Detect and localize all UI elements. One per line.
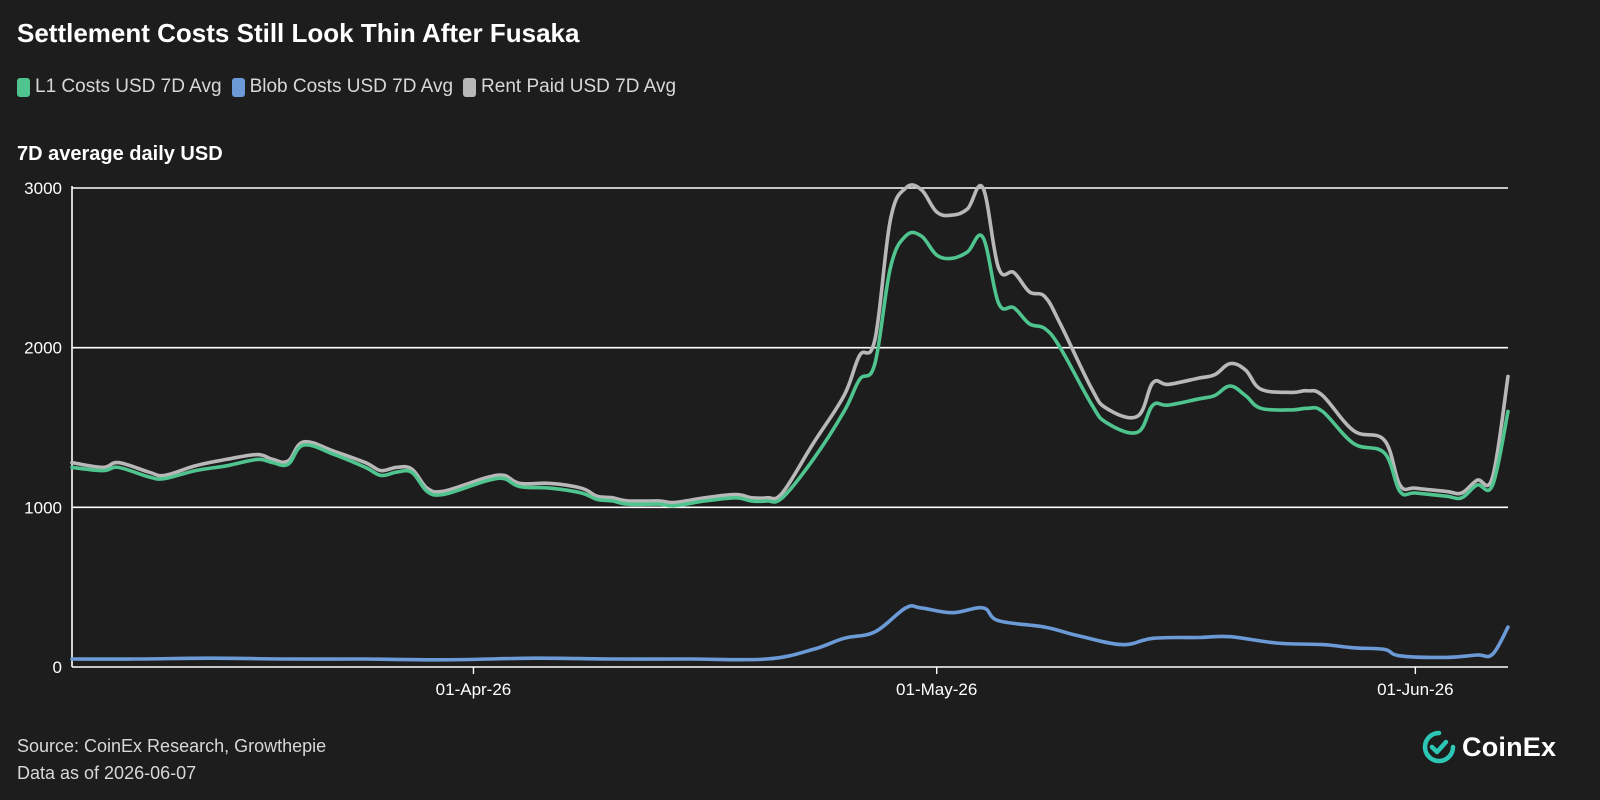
series-line-rent-paid	[70, 183, 1510, 505]
source-note: Source: CoinEx Research, Growthepie Data…	[17, 733, 326, 787]
legend-item-l1-costs: L1 Costs USD 7D Avg	[17, 76, 222, 98]
source-text: Source: CoinEx Research, Growthepie	[17, 736, 327, 756]
x-tick-label-0: 01-Apr-26	[436, 680, 512, 699]
legend-item-rent-paid: Rent Paid USD 7D Avg	[463, 76, 676, 98]
legend-item-blob-costs: Blob Costs USD 7D Avg	[231, 76, 454, 98]
y-tick-label-3000: 3000	[24, 179, 62, 198]
y-axis-label: 7D average daily USD	[17, 143, 223, 165]
series-line-l1-costs	[70, 230, 1510, 508]
legend-label-blob-costs: Blob Costs USD 7D Avg	[249, 76, 454, 97]
logo-text: CoinEx	[1462, 731, 1557, 762]
y-tick-label-1000: 1000	[24, 498, 62, 517]
y-tick-label-2000: 2000	[24, 339, 62, 358]
series-line-blob-costs	[70, 604, 1510, 662]
x-tick-label-1: 01-May-26	[896, 680, 977, 699]
legend: L1 Costs USD 7D Avg Blob Costs USD 7D Av…	[17, 76, 676, 98]
legend-swatch-l1-costs	[17, 77, 30, 97]
legend-label-l1-costs: L1 Costs USD 7D Avg	[35, 76, 222, 97]
x-tick-label-2: 01-Jun-26	[1377, 680, 1454, 699]
legend-label-rent-paid: Rent Paid USD 7D Avg	[481, 76, 677, 97]
coinex-logo-icon	[1422, 730, 1456, 764]
coinex-logo: CoinEx	[1422, 730, 1556, 764]
y-tick-label-0: 0	[53, 658, 62, 677]
chart-title: Settlement Costs Still Look Thin After F…	[17, 18, 580, 48]
legend-swatch-blob-costs	[231, 77, 245, 97]
data-as-of-text: Data as of 2026-06-07	[17, 763, 197, 783]
legend-swatch-rent-paid	[463, 77, 477, 97]
